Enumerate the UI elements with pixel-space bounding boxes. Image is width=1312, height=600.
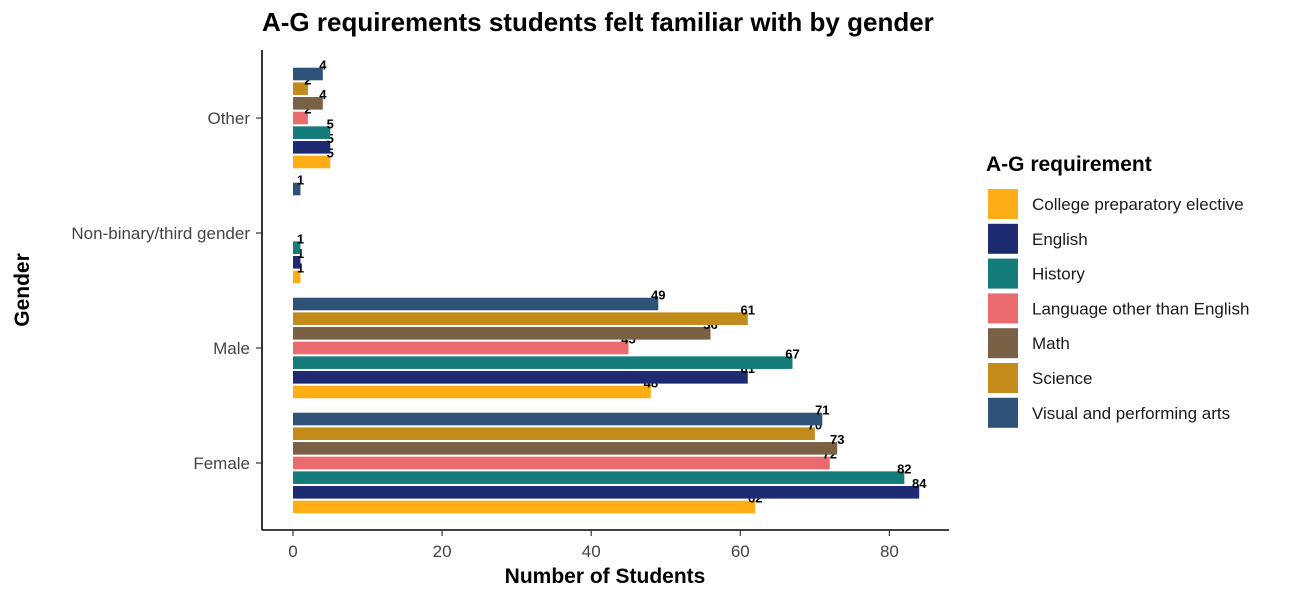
bar [293,141,331,154]
bar [293,371,748,384]
plot-area: 628482727370714861674556614911115552424 [293,58,927,514]
legend-swatch [988,189,1018,219]
bar [293,356,793,369]
data-label: 5 [327,116,334,131]
data-label: 1 [297,231,304,246]
y-tick-label: Female [193,454,250,473]
bar [293,312,748,325]
x-tick-label: 80 [880,542,899,561]
legend-swatch [988,258,1018,289]
x-tick-label: 60 [731,542,750,561]
x-tick-label: 20 [433,542,452,561]
bar [293,126,331,139]
bar [293,500,756,514]
legend-label: Science [1032,369,1092,388]
legend-label: English [1032,230,1088,249]
legend-title: A-G requirement [986,153,1152,176]
legend-swatch [988,397,1018,428]
y-axis-title: Gender [11,253,34,327]
bar [293,182,301,196]
data-label: 71 [815,403,829,418]
bar [293,385,651,399]
legend-swatch [988,293,1018,324]
x-axis-ticks: 0 20 40 60 80 [288,530,899,561]
bar [293,427,815,440]
legend: A-G requirement College preparatory elec… [986,153,1249,428]
bar [293,486,920,499]
y-tick-label: Other [207,109,250,128]
legend-label: Visual and performing arts [1032,404,1230,423]
x-tick-label: 0 [288,542,297,561]
chart-title: A-G requirements students felt familiar … [262,7,934,37]
y-axis-ticks: Female Male Non-binary/third gender Other [71,109,262,473]
y-tick-label: Male [213,339,250,358]
bar [293,67,323,81]
bar [293,471,905,484]
bar [293,327,711,340]
data-label: 73 [830,432,844,447]
data-label: 61 [741,302,755,317]
legend-swatch [988,328,1018,359]
bar [293,241,301,254]
legend-swatch [988,223,1018,254]
bar [293,297,659,311]
bar [293,270,301,284]
bar [293,111,308,125]
bar [293,82,308,95]
bar [293,97,323,110]
data-label: 4 [319,58,327,73]
data-label: 67 [785,346,799,361]
bar [293,456,830,470]
data-label: 1 [297,173,304,188]
legend-label: Math [1032,334,1070,353]
data-label: 82 [897,461,911,476]
data-label: 4 [319,87,327,102]
legend-swatch [988,363,1018,393]
data-label: 49 [651,288,665,303]
bar [293,256,301,269]
x-tick-label: 40 [582,542,601,561]
legend-label: College preparatory elective [1032,195,1244,214]
bar [293,442,838,455]
data-label: 84 [912,476,927,491]
legend-label: History [1032,265,1085,284]
x-axis-title: Number of Students [505,565,706,588]
legend-label: Language other than English [1032,299,1249,318]
y-tick-label: Non-binary/third gender [71,224,250,243]
bar [293,155,331,169]
bar [293,341,629,355]
bar [293,412,823,426]
